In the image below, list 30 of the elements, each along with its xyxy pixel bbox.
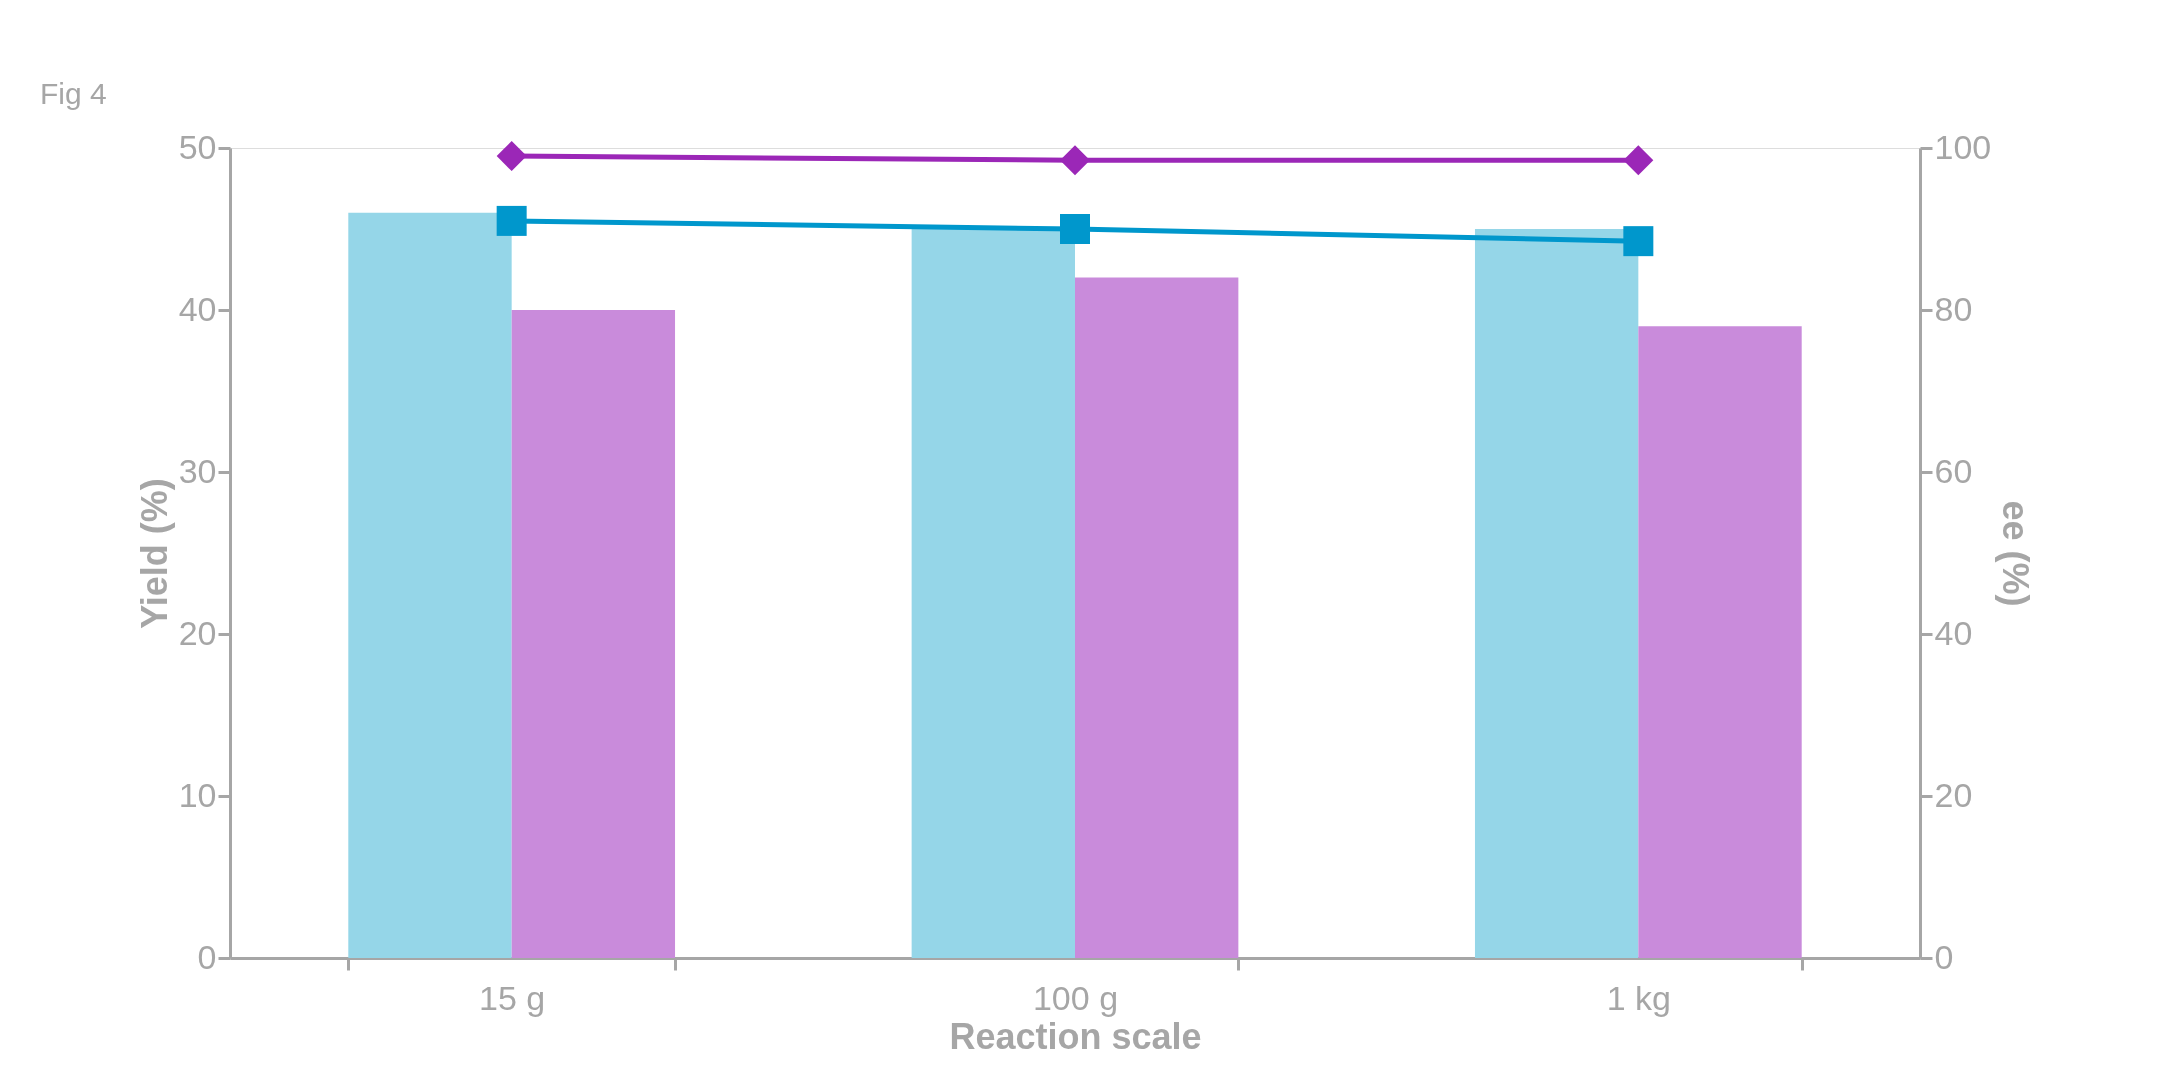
- y2-tick-label: 0: [1934, 937, 1954, 976]
- bar: [1075, 277, 1239, 958]
- bar: [1638, 326, 1802, 958]
- point: [496, 141, 527, 172]
- point: [1060, 214, 1090, 244]
- y-tick-label: 40: [178, 289, 217, 328]
- point: [1623, 226, 1654, 257]
- x-tick-label: 15 g: [479, 978, 546, 1017]
- y-tick-label: 0: [197, 937, 217, 976]
- bar: [511, 310, 676, 958]
- y2-tick-label: 80: [1934, 289, 1973, 328]
- y2-tick-label: 20: [1934, 775, 1973, 814]
- y-tick-label: 50: [178, 127, 217, 166]
- y2-tick-label: 60: [1934, 451, 1973, 490]
- bar: [911, 229, 1075, 958]
- point: [1060, 145, 1090, 176]
- x-tick-label: 1 kg: [1606, 978, 1671, 1017]
- y-tick-label: 20: [178, 613, 217, 652]
- point: [1623, 145, 1654, 176]
- y-axis-title: Yield (%): [133, 478, 175, 629]
- y2-tick-label: 100: [1934, 127, 1992, 166]
- y2-axis-title: ee (%): [1995, 500, 2037, 607]
- point: [496, 205, 527, 236]
- bar: [1474, 229, 1639, 958]
- y2-tick-label: 40: [1934, 613, 1973, 652]
- y-tick-label: 10: [178, 775, 217, 814]
- y-tick-label: 30: [178, 451, 217, 490]
- caption: Fig 4: [40, 77, 107, 110]
- x-tick-label: 100 g: [1032, 978, 1119, 1017]
- bar: [348, 212, 512, 958]
